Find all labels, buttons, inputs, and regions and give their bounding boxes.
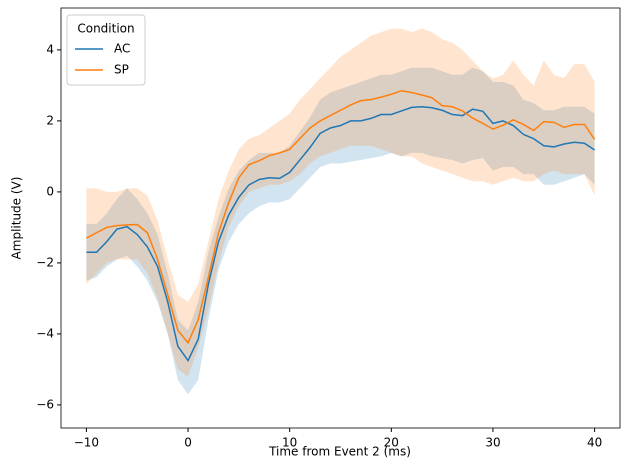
plot-frame [60,7,621,429]
y-tick-label: 4 [46,42,54,56]
confidence-band [86,28,595,377]
y-axis-label: Amplitude (V) [10,177,24,260]
legend-box [66,14,146,86]
x-tick-label: 20 [384,436,399,450]
x-axis-label: Time from Event 2 (ms) [268,445,411,459]
x-tick-label: −10 [74,436,99,450]
confidence-band [86,67,595,395]
legend-label: AC [114,42,130,56]
line [86,89,596,345]
y-tick-label: −2 [36,255,54,269]
legend-title: Condition [77,22,134,36]
legend-label: SP [114,63,129,77]
y-tick-label: 0 [46,184,54,198]
x-tick-label: 10 [282,436,297,450]
y-tick-label: −4 [36,326,54,340]
x-tick-label: 30 [485,436,500,450]
y-tick-label: 2 [46,113,54,127]
line [86,105,596,363]
x-tick-label: 40 [587,436,602,450]
x-tick-label: 0 [184,436,192,450]
y-tick-label: −6 [36,397,54,411]
